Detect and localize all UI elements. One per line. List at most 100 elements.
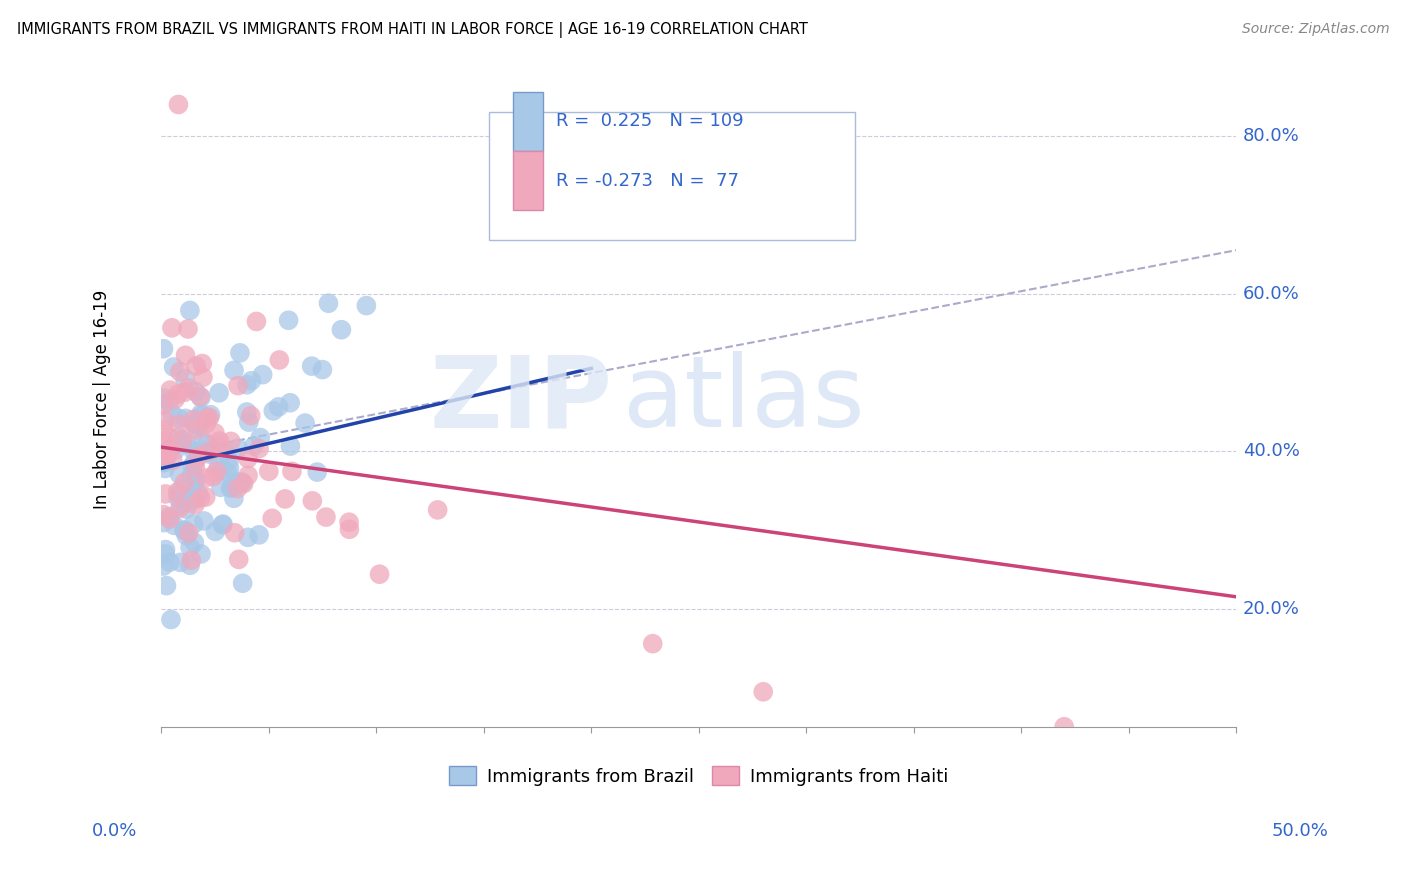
Point <box>152 456 174 470</box>
Point <box>180 486 202 500</box>
Point <box>231 475 253 489</box>
Text: ZIP: ZIP <box>430 351 613 449</box>
Point <box>194 490 217 504</box>
Point <box>200 447 222 461</box>
Point <box>179 303 201 318</box>
Point <box>228 552 250 566</box>
FancyBboxPatch shape <box>513 152 543 211</box>
Point <box>190 491 212 505</box>
Point <box>315 510 337 524</box>
Point <box>179 540 201 554</box>
Text: atlas: atlas <box>623 351 865 449</box>
Point <box>198 410 221 425</box>
Point <box>183 516 205 531</box>
Point <box>222 491 245 506</box>
Point <box>162 453 184 467</box>
Point <box>236 468 259 483</box>
Point <box>172 435 194 450</box>
Point <box>184 498 207 512</box>
Text: R =  0.225   N = 109: R = 0.225 N = 109 <box>555 112 744 130</box>
Point <box>180 469 202 483</box>
Point <box>187 486 209 500</box>
Point <box>197 444 219 458</box>
Text: In Labor Force | Age 16-19: In Labor Force | Age 16-19 <box>93 290 111 509</box>
Text: 0.0%: 0.0% <box>91 822 136 840</box>
Legend: Immigrants from Brazil, Immigrants from Haiti: Immigrants from Brazil, Immigrants from … <box>441 759 956 793</box>
Point <box>184 384 207 399</box>
Point <box>186 359 208 373</box>
Point <box>181 443 204 458</box>
Point <box>169 365 191 379</box>
Point <box>217 466 239 480</box>
Text: 60.0%: 60.0% <box>1243 285 1299 302</box>
Text: 80.0%: 80.0% <box>1243 127 1299 145</box>
Point <box>240 374 263 388</box>
Point <box>156 445 179 459</box>
Point <box>278 395 301 409</box>
Point <box>229 346 252 360</box>
Point <box>155 579 177 593</box>
Point <box>173 524 195 538</box>
Point <box>166 484 188 499</box>
Point <box>163 518 186 533</box>
Point <box>169 555 191 569</box>
Point <box>269 353 291 368</box>
Point <box>157 442 180 457</box>
Point <box>222 363 245 377</box>
Point <box>159 383 181 397</box>
Point <box>186 423 208 437</box>
Point <box>152 342 174 356</box>
Point <box>257 464 280 478</box>
Point <box>152 398 174 412</box>
Point <box>247 528 270 542</box>
Point <box>219 481 242 495</box>
Point <box>183 412 205 426</box>
Point <box>174 502 197 516</box>
Point <box>190 407 212 421</box>
Point <box>160 613 183 627</box>
Point <box>153 391 176 405</box>
Point <box>153 413 176 427</box>
Point <box>641 637 664 651</box>
Point <box>167 430 190 444</box>
Point <box>155 450 177 464</box>
Point <box>195 437 218 451</box>
Point <box>152 447 174 461</box>
Point <box>152 516 174 530</box>
Point <box>174 371 197 385</box>
Point <box>226 482 249 496</box>
Point <box>157 430 180 444</box>
Point <box>236 405 259 419</box>
Point <box>239 409 262 423</box>
Text: Source: ZipAtlas.com: Source: ZipAtlas.com <box>1241 22 1389 37</box>
Point <box>198 445 221 459</box>
Point <box>252 368 274 382</box>
Point <box>157 395 180 409</box>
Point <box>205 465 228 479</box>
Point <box>191 357 214 371</box>
Point <box>184 488 207 502</box>
Point <box>181 458 204 473</box>
Point <box>202 469 225 483</box>
Point <box>170 482 193 496</box>
Point <box>238 415 260 429</box>
Point <box>209 480 232 494</box>
Point <box>274 491 297 506</box>
Point <box>160 321 183 335</box>
Point <box>214 444 236 458</box>
Point <box>172 433 194 447</box>
Point <box>190 547 212 561</box>
FancyBboxPatch shape <box>489 112 855 240</box>
Point <box>224 525 246 540</box>
Point <box>184 460 207 475</box>
Point <box>155 487 177 501</box>
Point <box>245 314 267 328</box>
Point <box>183 455 205 469</box>
Point <box>191 434 214 449</box>
Point <box>173 523 195 537</box>
Point <box>301 359 323 373</box>
Point <box>267 400 290 414</box>
Point <box>152 508 174 522</box>
Point <box>183 493 205 508</box>
Point <box>208 434 231 448</box>
